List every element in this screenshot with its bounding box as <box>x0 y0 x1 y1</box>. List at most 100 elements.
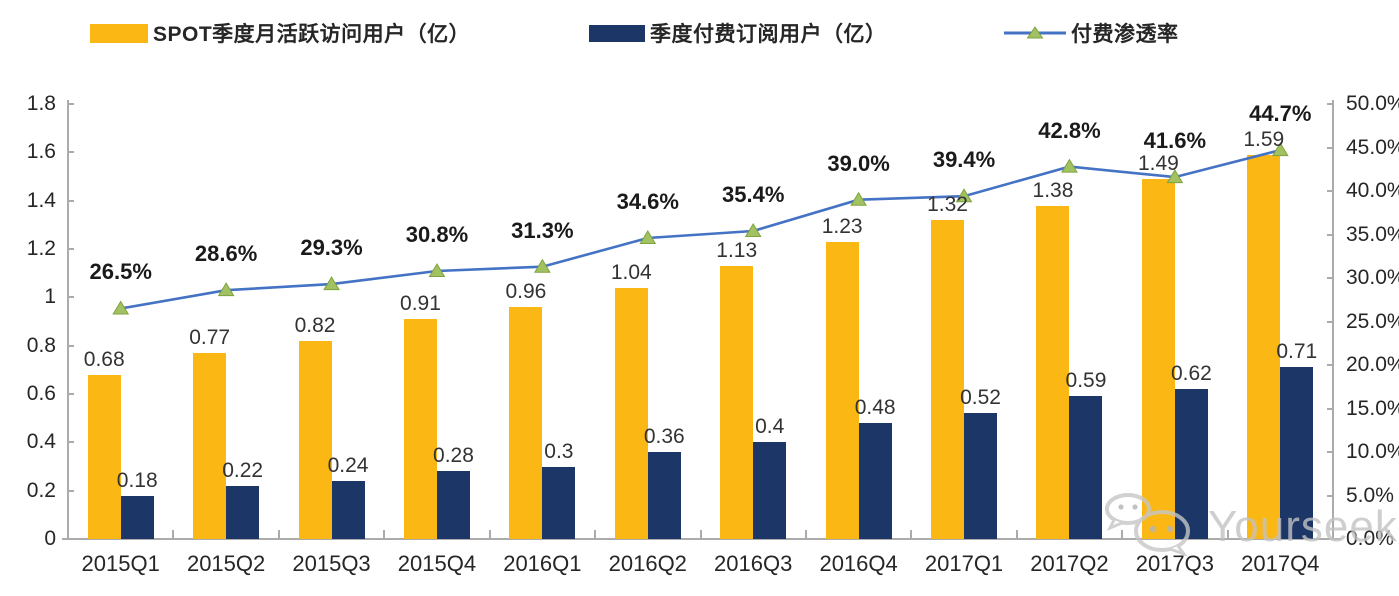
subscribers-value-label: 0.18 <box>116 468 158 492</box>
bottom-axis-tick <box>1015 530 1018 538</box>
penetration-label: 34.6% <box>616 188 679 214</box>
category-label: 2015Q1 <box>81 551 160 576</box>
left-axis-label: 0.8 <box>26 333 56 357</box>
bottom-axis-tick <box>277 530 280 538</box>
triangle-marker-icon <box>112 300 130 315</box>
category-label: 2017Q3 <box>1135 551 1214 576</box>
mau-value-label: 1.23 <box>821 214 863 238</box>
right-axis-label: 25.0% <box>1346 309 1399 333</box>
subscribers-value-label: 0.48 <box>854 396 896 419</box>
right-axis-tick <box>1327 320 1333 323</box>
mau-value-label: 0.96 <box>505 280 547 303</box>
penetration-label: 30.8% <box>405 222 469 248</box>
mau-value-label: 0.91 <box>400 292 441 316</box>
triangle-marker-icon <box>428 263 446 278</box>
category-label: 2015Q3 <box>292 551 371 576</box>
mau-color-swatch-icon <box>90 23 148 43</box>
subscribers-value-label: 0.24 <box>327 454 369 477</box>
triangle-marker-icon <box>217 282 235 297</box>
right-axis-tick <box>1327 103 1333 105</box>
subscribers-color-swatch-icon <box>589 24 645 42</box>
left-axis-line <box>67 100 69 540</box>
left-axis-label: 0.4 <box>26 430 56 454</box>
bottom-axis-tick <box>1332 530 1334 538</box>
mau-bar-2016Q4 <box>825 241 859 539</box>
right-axis-label: 10.0% <box>1346 440 1399 463</box>
penetration-label: 28.6% <box>194 241 258 267</box>
subscribers-bar-2016Q3 <box>753 442 787 539</box>
triangle-marker-icon <box>533 258 551 273</box>
subscribers-value-label: 0.4 <box>755 415 785 439</box>
subscribers-bar-2017Q2 <box>1069 396 1103 539</box>
triangle-marker-icon <box>639 230 657 244</box>
right-axis-tick <box>1327 146 1333 149</box>
subscribers-bar-2017Q1 <box>964 413 998 539</box>
left-axis-tick <box>68 296 74 299</box>
left-axis-tick <box>68 393 74 395</box>
subscribers-value-label: 0.62 <box>1170 362 1212 386</box>
bottom-axis-tick <box>383 530 386 538</box>
penetration-line-marker-icon <box>1004 26 1066 40</box>
right-axis-label: 30.0% <box>1346 266 1399 289</box>
mau-bar-2017Q3 <box>1141 178 1175 539</box>
legend-label-subscribers: 季度付费订阅用户（亿） <box>650 23 887 46</box>
subscribers-bar-2016Q2 <box>647 452 681 539</box>
mau-bar-2016Q2 <box>614 287 648 539</box>
right-axis-label: 5.0% <box>1346 483 1394 507</box>
subscribers-value-label: 0.36 <box>643 425 685 448</box>
bottom-axis-tick <box>1226 530 1229 538</box>
legend-label-mau: SPOT季度月活跃访问用户（亿） <box>153 23 471 46</box>
subscribers-bar-2015Q2 <box>226 485 260 539</box>
category-label: 2017Q2 <box>1030 551 1109 576</box>
right-axis-tick <box>1327 190 1333 192</box>
category-label: 2017Q4 <box>1241 551 1320 576</box>
right-axis-label: 20.0% <box>1346 353 1399 376</box>
right-axis-label: 0.0% <box>1346 527 1394 550</box>
legend-label-penetration: 付费渗透率 <box>1071 23 1179 46</box>
mau-bar-2015Q3 <box>298 340 332 539</box>
right-axis-tick <box>1327 277 1333 279</box>
right-axis-label: 50.0% <box>1346 92 1399 115</box>
mau-bar-2015Q2 <box>193 352 227 539</box>
subscribers-bar-2017Q3 <box>1174 389 1208 539</box>
subscribers-bar-2015Q1 <box>120 495 154 539</box>
left-axis-label: 1.4 <box>26 188 56 212</box>
triangle-marker-icon <box>323 276 340 291</box>
subscribers-value-label: 0.71 <box>1276 340 1318 364</box>
mau-value-label: 1.13 <box>716 238 758 262</box>
left-axis-tick <box>68 103 74 105</box>
right-axis-label: 35.0% <box>1346 222 1399 246</box>
mau-value-label: 0.82 <box>294 313 336 337</box>
bottom-axis-tick <box>699 530 702 538</box>
subscribers-value-label: 0.52 <box>960 386 1001 410</box>
legend-item-mau: SPOT季度月活跃访问用户（亿） <box>90 20 470 46</box>
left-axis-label: 0 <box>44 527 56 550</box>
right-axis-label: 15.0% <box>1346 396 1399 420</box>
left-axis-tick <box>68 344 74 347</box>
subscribers-value-label: 0.22 <box>222 458 264 482</box>
penetration-label: 44.7% <box>1249 101 1312 127</box>
left-axis-label: 1.2 <box>26 237 56 260</box>
mau-value-label: 0.77 <box>189 325 231 349</box>
bottom-axis-tick <box>910 530 913 538</box>
right-axis-tick <box>1327 407 1333 410</box>
left-axis-tick <box>68 199 74 202</box>
subscribers-value-label: 0.28 <box>433 444 474 468</box>
left-axis-tick <box>68 151 74 154</box>
bottom-axis-tick <box>172 530 175 538</box>
watermark: Yourseeker <box>1098 492 1399 561</box>
penetration-label: 39.0% <box>827 150 890 176</box>
right-axis-tick <box>1327 233 1333 236</box>
mau-value-label: 1.32 <box>927 193 968 216</box>
left-axis-label: 0.6 <box>26 382 56 405</box>
subscribers-bar-2015Q3 <box>331 481 365 539</box>
mau-bar-2015Q4 <box>403 319 437 539</box>
penetration-label: 41.6% <box>1143 128 1207 154</box>
mau-bar-2017Q1 <box>931 220 965 539</box>
category-label: 2016Q3 <box>714 551 793 576</box>
mau-bar-2016Q1 <box>509 307 543 539</box>
mau-value-label: 1.04 <box>610 260 652 284</box>
bottom-axis-tick <box>804 530 807 538</box>
